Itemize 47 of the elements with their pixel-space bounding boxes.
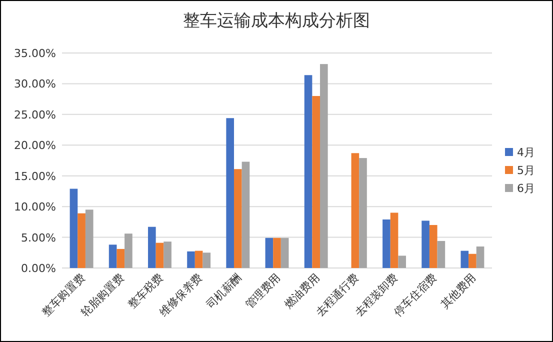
bar <box>156 242 164 268</box>
bar <box>468 254 476 268</box>
legend-label: 6月 <box>517 182 535 195</box>
legend-label: 5月 <box>517 164 535 177</box>
chart-title: 整车运输成本构成分析图 <box>183 11 370 31</box>
bar <box>164 242 172 268</box>
bar <box>187 251 195 268</box>
bar <box>359 158 367 268</box>
y-tick-label: 15.00% <box>14 170 56 183</box>
bar <box>265 238 274 268</box>
bar <box>382 219 390 268</box>
bar <box>351 153 360 268</box>
bar <box>460 250 469 268</box>
bar <box>304 75 312 268</box>
bar <box>476 246 484 268</box>
legend-label: 4月 <box>517 146 535 159</box>
y-tick-label: 0.00% <box>21 262 56 275</box>
bar <box>312 96 320 268</box>
bar <box>85 210 94 268</box>
y-tick-label: 35.00% <box>14 47 56 60</box>
bar <box>422 220 430 268</box>
x-tick-label: 司机薪酬 <box>204 270 244 312</box>
y-tick-label: 10.00% <box>14 200 56 214</box>
y-tick-label: 20.00% <box>14 139 56 152</box>
bar <box>234 169 242 268</box>
bar <box>108 244 117 268</box>
bar <box>390 212 398 268</box>
bar <box>280 238 289 268</box>
bar <box>194 250 203 268</box>
y-tick-label: 25.00% <box>14 108 56 122</box>
bar <box>202 252 211 268</box>
bar <box>398 256 406 268</box>
bar <box>124 234 132 268</box>
bar <box>78 213 86 268</box>
bar <box>437 240 446 268</box>
y-tick-label: 5.00% <box>21 231 56 244</box>
bar <box>320 64 328 268</box>
x-tick-label: 管理费用 <box>242 270 284 312</box>
bar <box>226 118 234 268</box>
x-tick-label: 其他费用 <box>438 270 479 312</box>
y-tick-label: 30.00% <box>14 78 56 91</box>
bar <box>429 225 438 268</box>
bar <box>242 162 250 268</box>
bar <box>116 248 125 268</box>
bar <box>273 238 281 268</box>
bar <box>70 188 78 268</box>
bar <box>148 226 156 268</box>
